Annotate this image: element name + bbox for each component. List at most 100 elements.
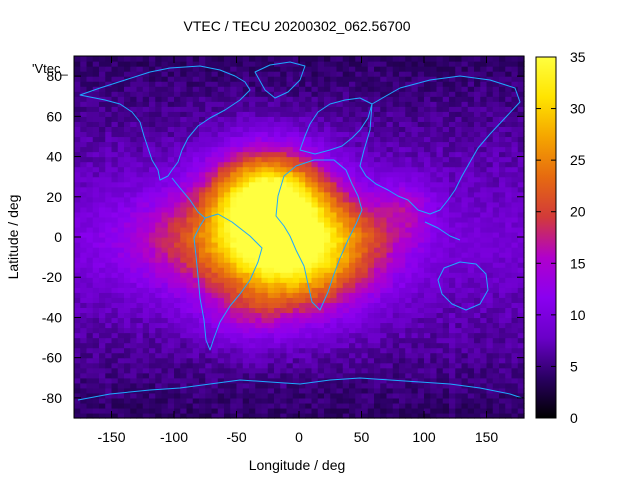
heatmap-cell bbox=[205, 362, 213, 369]
heatmap-cell bbox=[474, 191, 481, 198]
heatmap-cell bbox=[342, 292, 350, 298]
heatmap-cell bbox=[349, 81, 356, 87]
heatmap-cell bbox=[449, 101, 456, 107]
heatmap-cell bbox=[374, 402, 381, 409]
heatmap-cell bbox=[499, 267, 506, 273]
heatmap-cell bbox=[430, 407, 438, 414]
heatmap-cell bbox=[286, 397, 294, 404]
heatmap-cell bbox=[255, 292, 263, 298]
heatmap-cell bbox=[492, 292, 500, 298]
heatmap-cell bbox=[92, 106, 100, 112]
heatmap-cell bbox=[367, 91, 375, 97]
heatmap-cell bbox=[99, 317, 106, 324]
heatmap-cell bbox=[492, 181, 500, 188]
heatmap-cell bbox=[130, 382, 138, 389]
heatmap-cell bbox=[230, 392, 238, 399]
heatmap-cell bbox=[380, 267, 388, 273]
heatmap-cell bbox=[236, 337, 244, 344]
heatmap-cell bbox=[342, 186, 350, 193]
heatmap-cell bbox=[499, 161, 506, 168]
heatmap-cell bbox=[199, 327, 206, 334]
heatmap-cell bbox=[211, 407, 219, 414]
heatmap-cell bbox=[467, 181, 475, 188]
heatmap-cell bbox=[349, 292, 356, 298]
heatmap-cell bbox=[205, 96, 213, 102]
heatmap-cell bbox=[286, 131, 294, 138]
heatmap-cell bbox=[480, 362, 488, 369]
heatmap-cell bbox=[230, 106, 238, 112]
heatmap-cell bbox=[199, 322, 206, 329]
heatmap-cell bbox=[355, 81, 363, 87]
heatmap-cell bbox=[480, 372, 488, 379]
heatmap-cell bbox=[480, 287, 488, 293]
heatmap-cell bbox=[474, 161, 481, 168]
heatmap-cell bbox=[405, 86, 413, 92]
heatmap-cell bbox=[142, 211, 150, 218]
heatmap-cell bbox=[480, 397, 488, 404]
heatmap-cell bbox=[386, 161, 394, 168]
heatmap-cell bbox=[455, 282, 463, 288]
heatmap-cell bbox=[149, 181, 156, 188]
heatmap-cell bbox=[486, 287, 494, 293]
heatmap-cell bbox=[149, 146, 156, 153]
heatmap-cell bbox=[355, 121, 363, 127]
heatmap-cell bbox=[505, 242, 513, 248]
heatmap-cell bbox=[330, 176, 338, 183]
heatmap-cell bbox=[155, 101, 163, 107]
heatmap-cell bbox=[386, 337, 394, 344]
heatmap-cell bbox=[186, 226, 194, 233]
heatmap-cell bbox=[299, 327, 306, 334]
heatmap-cell bbox=[186, 307, 194, 314]
heatmap-cell bbox=[436, 201, 444, 208]
heatmap-cell bbox=[480, 146, 488, 153]
heatmap-cell bbox=[205, 171, 213, 178]
heatmap-cell bbox=[317, 332, 325, 339]
heatmap-cell bbox=[267, 91, 275, 97]
heatmap-cell bbox=[305, 337, 313, 344]
heatmap-cell bbox=[455, 327, 463, 334]
heatmap-cell bbox=[330, 71, 338, 77]
heatmap-cell bbox=[286, 201, 294, 208]
heatmap-cell bbox=[117, 312, 125, 319]
heatmap-cell bbox=[261, 407, 269, 414]
heatmap-cell bbox=[517, 347, 525, 354]
heatmap-cell bbox=[286, 181, 294, 188]
heatmap-cell bbox=[492, 221, 500, 228]
heatmap-cell bbox=[199, 131, 206, 138]
heatmap-cell bbox=[117, 247, 125, 253]
heatmap-cell bbox=[205, 86, 213, 92]
heatmap-cell bbox=[217, 166, 225, 173]
heatmap-cell bbox=[317, 407, 325, 414]
heatmap-cell bbox=[330, 237, 338, 243]
heatmap-cell bbox=[161, 86, 169, 92]
heatmap-cell bbox=[124, 71, 131, 77]
heatmap-cell bbox=[361, 191, 369, 198]
heatmap-cell bbox=[324, 136, 331, 143]
heatmap-cell bbox=[305, 382, 313, 389]
heatmap-cell bbox=[267, 312, 275, 319]
heatmap-cell bbox=[324, 382, 331, 389]
heatmap-cell bbox=[399, 111, 406, 117]
heatmap-cell bbox=[517, 357, 525, 364]
heatmap-cell bbox=[124, 156, 131, 163]
heatmap-cell bbox=[336, 136, 344, 143]
heatmap-cell bbox=[236, 257, 244, 263]
heatmap-cell bbox=[242, 257, 250, 263]
heatmap-cell bbox=[480, 272, 488, 278]
heatmap-cell bbox=[92, 81, 100, 87]
heatmap-cell bbox=[186, 272, 194, 278]
heatmap-cell bbox=[355, 392, 363, 399]
heatmap-cell bbox=[411, 357, 419, 364]
heatmap-cell bbox=[92, 166, 100, 173]
heatmap-cell bbox=[436, 352, 444, 359]
heatmap-cell bbox=[299, 181, 306, 188]
heatmap-cell bbox=[111, 126, 119, 133]
heatmap-cell bbox=[317, 267, 325, 273]
heatmap-cell bbox=[474, 121, 481, 127]
heatmap-cell bbox=[430, 322, 438, 329]
heatmap-cell bbox=[355, 156, 363, 163]
heatmap-cell bbox=[180, 151, 188, 158]
heatmap-cell bbox=[424, 247, 431, 253]
heatmap-cell bbox=[155, 121, 163, 127]
heatmap-cell bbox=[324, 196, 331, 203]
